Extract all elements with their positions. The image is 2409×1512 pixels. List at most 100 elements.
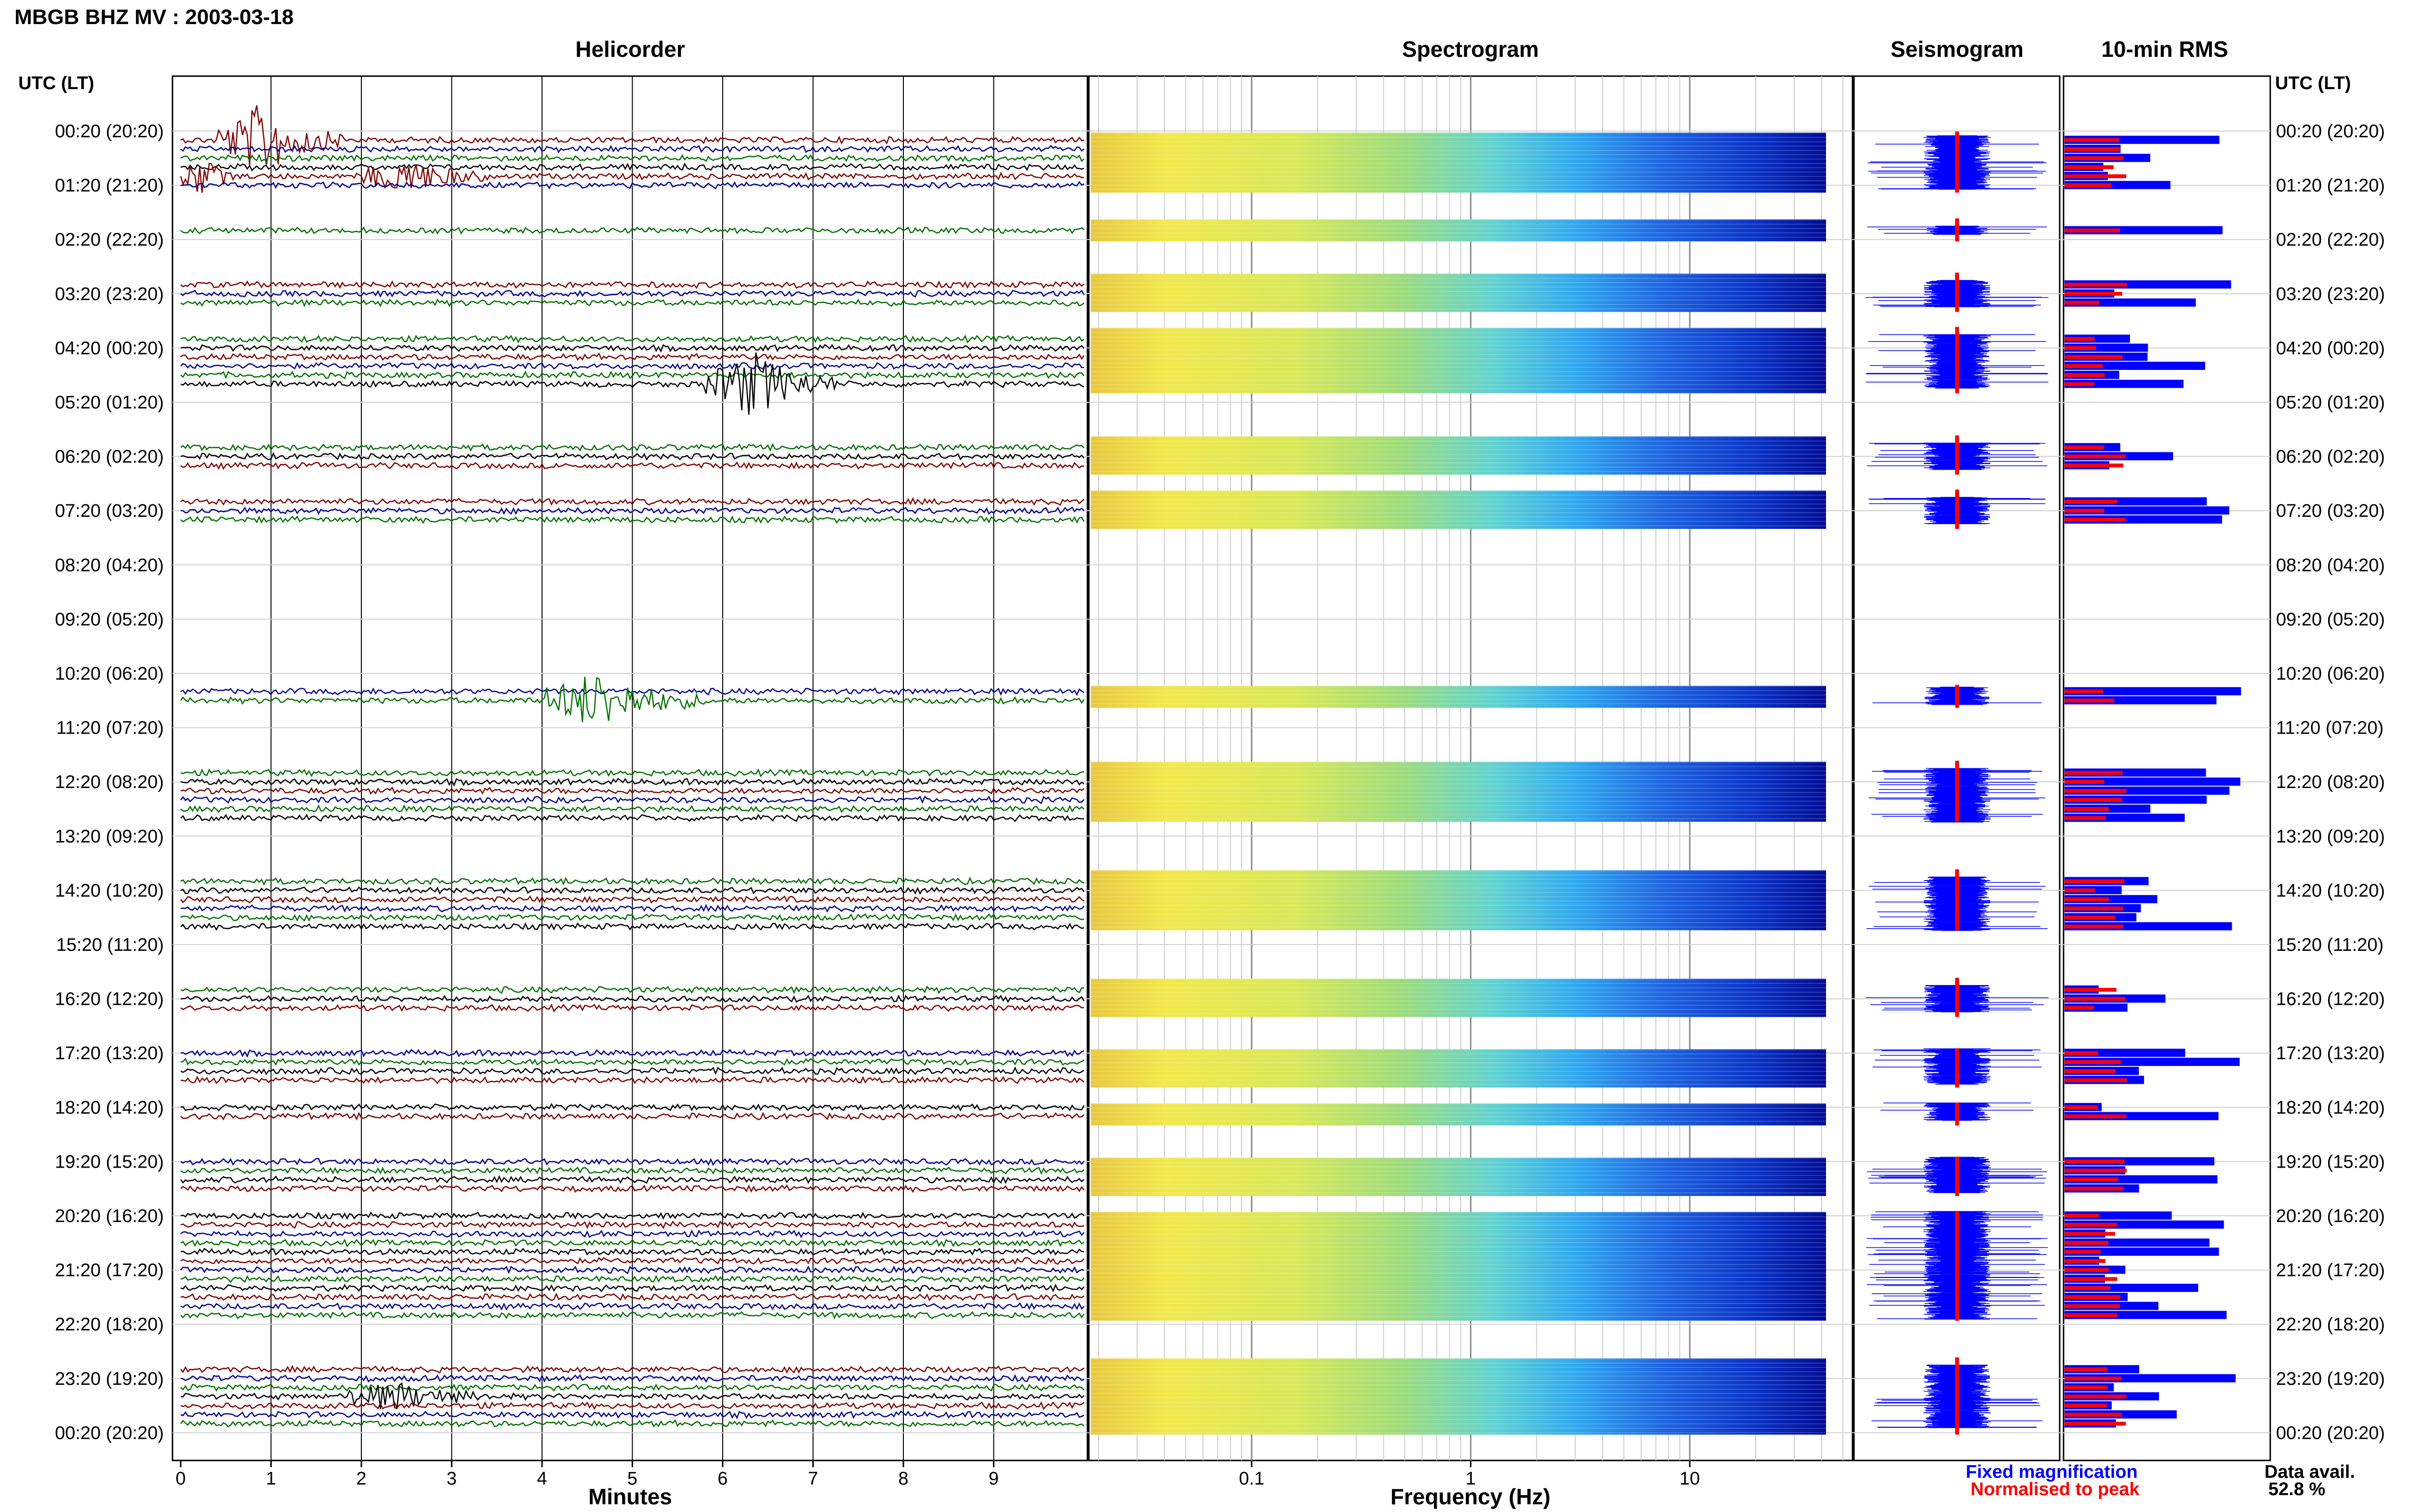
helicorder-trace <box>180 154 1085 162</box>
helicorder-trace <box>180 226 1085 235</box>
helicorder-trace <box>180 1166 1085 1175</box>
helicorder-trace <box>180 1111 1085 1121</box>
spectrogram-texture <box>1091 345 1826 346</box>
rms-bar-normalised <box>2065 879 2125 883</box>
spectrogram-texture <box>1091 1384 1826 1386</box>
rms-bar-normalised <box>2065 517 2126 522</box>
spec-tick-label: 10 <box>1680 1469 1700 1489</box>
helicorder-trace <box>180 1220 1085 1230</box>
spectrogram-texture <box>1091 983 1826 984</box>
rms-bar-normalised <box>2065 897 2109 902</box>
spectrogram-texture <box>1091 1071 1826 1072</box>
rms-bar-normalised <box>2065 445 2105 449</box>
figure-title: MBGB BHZ MV : 2003-03-18 <box>14 5 293 29</box>
data-availability-label: Data avail. <box>2264 1462 2355 1482</box>
utc-header-right: UTC (LT) <box>2275 73 2351 93</box>
row-label-left: 00:20 (20:20) <box>55 121 164 142</box>
row-label-right: 12:20 (08:20) <box>2276 772 2385 792</box>
seismogram-frame <box>1853 75 2061 1461</box>
rms-bar-normalised <box>2065 1259 2105 1263</box>
spectrogram-texture <box>1091 909 1826 910</box>
helicorder-trace <box>180 1229 1085 1238</box>
rms-bar-normalised <box>2065 147 2120 151</box>
spectrogram-texture <box>1091 796 1826 798</box>
spectrogram-texture <box>1091 1406 1826 1407</box>
spectrogram-texture <box>1091 1157 1826 1159</box>
spectrogram-texture <box>1091 1273 1826 1274</box>
rms-bar-normalised <box>2065 291 2122 296</box>
spectrogram-texture <box>1091 458 1826 459</box>
spectrogram-texture <box>1091 1066 1826 1068</box>
helicorder-trace <box>180 1311 1085 1320</box>
helicorder-trace <box>181 506 1085 515</box>
helicorder-trace <box>180 1292 1085 1302</box>
helicorder-trace <box>180 181 1085 190</box>
spectrogram-segment <box>1091 219 1826 242</box>
spectrogram-texture <box>1091 349 1826 351</box>
spectrogram-texture <box>1091 805 1826 806</box>
spectrogram-texture <box>1091 1419 1826 1420</box>
helicorder-trace <box>180 904 1085 913</box>
row-labels: 00:20 (20:20) 00:20 (20:20) 01:20 (21:20) 0… <box>55 121 2385 1443</box>
rms-frame <box>2063 75 2271 1461</box>
row-label-right: 13:20 (09:20) <box>2276 827 2385 847</box>
row-label-left: 11:20 (07:20) <box>56 718 164 738</box>
spectrogram-texture <box>1091 1216 1826 1217</box>
spectrogram-texture <box>1091 176 1826 177</box>
spectrogram-texture <box>1091 1009 1826 1010</box>
row-label-right: 15:20 (11:20) <box>2276 935 2383 955</box>
spectrogram-texture <box>1091 1229 1826 1230</box>
rms-bar-normalised <box>2065 500 2118 504</box>
spectrogram-texture <box>1091 1166 1826 1168</box>
row-label-left: 23:20 (19:20) <box>55 1369 164 1389</box>
rms-bar-normalised <box>2065 1394 2127 1399</box>
spectrogram-texture <box>1091 440 1826 442</box>
spectrogram-texture <box>1091 1393 1826 1394</box>
spectrogram-texture <box>1091 1192 1826 1194</box>
spectrogram-texture <box>1091 775 1826 776</box>
rms-bar-normalised <box>2065 1250 2101 1254</box>
rms-bar-normalised <box>2065 138 2119 142</box>
rms-bar-fixed <box>2065 777 2240 786</box>
rms-bar-normalised <box>2065 174 2127 178</box>
spectrogram-texture <box>1091 1125 1826 1126</box>
spectrogram-texture <box>1091 1358 1826 1360</box>
spectrogram-texture <box>1091 792 1826 793</box>
helicorder-trace <box>180 804 1085 813</box>
spectrogram-texture <box>1091 354 1826 355</box>
rms-bar-normalised <box>2065 789 2127 793</box>
helicorder-trace <box>180 1265 1085 1275</box>
spectrogram-texture <box>1091 1415 1826 1416</box>
helicorder-trace <box>180 1247 1085 1256</box>
seismogram-traces <box>1866 131 2049 1435</box>
helicorder-trace <box>180 913 1085 922</box>
helicorder-trace <box>180 1383 1085 1392</box>
row-label-left: 06:20 (02:20) <box>55 447 164 467</box>
spectrogram-texture <box>1091 295 1826 297</box>
spectrogram-texture <box>1091 1247 1826 1248</box>
spectrogram-texture <box>1091 184 1826 186</box>
spectrogram-texture <box>1091 1376 1826 1377</box>
spectrogram-texture <box>1091 818 1826 819</box>
helicorder-trace <box>180 1257 1085 1265</box>
spectrogram-texture <box>1091 1255 1826 1256</box>
spectrogram-texture <box>1091 1286 1826 1287</box>
spectrogram-texture <box>1091 274 1826 275</box>
rms-bar-fixed <box>2065 687 2241 696</box>
rms-bar-normalised <box>2065 364 2103 368</box>
rms-bar-normalised <box>2065 906 2124 910</box>
spectrogram-texture <box>1091 1432 1826 1433</box>
helicorder-trace <box>180 162 1085 171</box>
spectrogram-texture <box>1091 1107 1826 1109</box>
spectrogram-texture <box>1091 371 1826 372</box>
spectrogram-texture <box>1091 1281 1826 1282</box>
row-label-left: 15:20 (11:20) <box>56 935 164 955</box>
rms-bar-fixed <box>2065 380 2184 388</box>
helicorder-trace <box>180 352 1085 361</box>
spectrogram-texture <box>1091 375 1826 377</box>
spectrogram-texture <box>1091 436 1826 437</box>
row-label-left: 07:20 (03:20) <box>55 501 164 521</box>
legend-normalised-to-peak: Normalised to peak <box>1971 1479 2140 1499</box>
rms-bar-normalised <box>2065 1385 2108 1390</box>
spectrogram-texture <box>1091 1312 1826 1313</box>
